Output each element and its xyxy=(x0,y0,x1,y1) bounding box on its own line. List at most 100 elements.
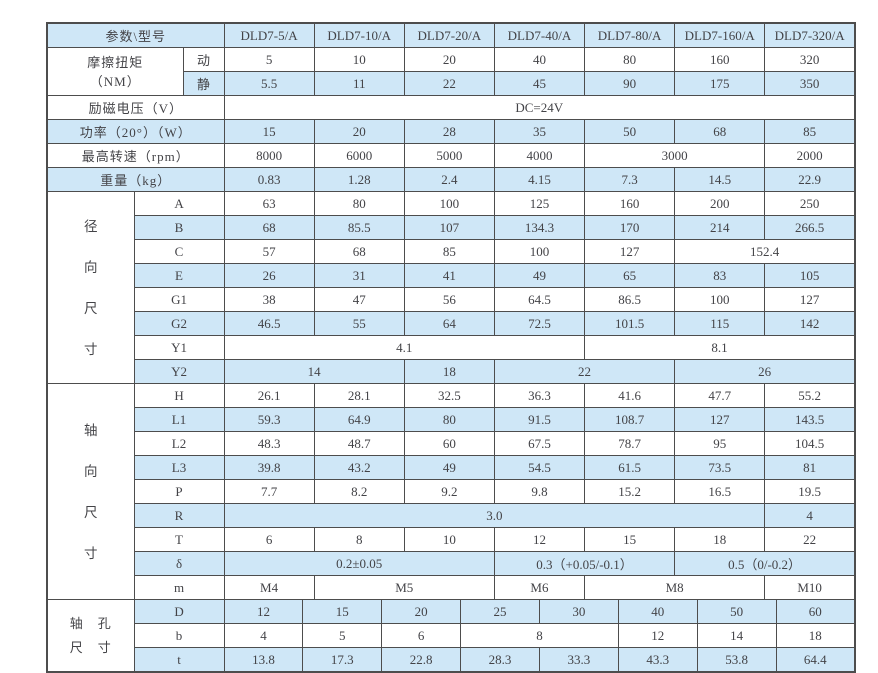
cell-value: 15.2 xyxy=(584,479,676,504)
cell-value: 28 xyxy=(403,119,495,144)
row-key: R xyxy=(133,503,225,528)
cell-value: 35 xyxy=(493,119,586,144)
section-label: 径 向 尺 寸 xyxy=(46,191,135,384)
param-label: 功率（20°）（W） xyxy=(46,119,225,144)
row-key: G2 xyxy=(133,311,225,336)
cell-value: 20 xyxy=(381,599,462,624)
cell-value: 43.2 xyxy=(313,455,405,480)
table-row: R 3.0 4 xyxy=(47,503,856,528)
table-row: L1 59.3 64.9 80 91.5 108.7 127 143.5 xyxy=(47,407,856,432)
table-row: 参数\型号 DLD7-5/A DLD7-10/A DLD7-20/A DLD7-40/A… xyxy=(46,22,856,48)
cell-value: 36.3 xyxy=(493,383,586,408)
cell-value: 6000 xyxy=(313,143,405,168)
cell-value: 6 xyxy=(381,623,462,648)
cell-value: 142 xyxy=(764,311,856,336)
cell-value: 30 xyxy=(538,599,619,624)
cell-value: 22 xyxy=(493,359,676,384)
row-key: L2 xyxy=(133,431,225,456)
cell-value: 86.5 xyxy=(584,287,676,312)
cell-value: 50 xyxy=(696,599,777,624)
cell-value: 78.7 xyxy=(584,431,676,456)
row-key: b xyxy=(133,623,225,648)
table-row: L2 48.3 48.7 60 67.5 78.7 95 104.5 xyxy=(47,431,856,456)
cell-value: 20 xyxy=(313,119,405,144)
row-key: H xyxy=(133,383,225,408)
row-key: L1 xyxy=(133,407,225,432)
cell-value: 9.2 xyxy=(403,479,495,504)
cell-value: 125 xyxy=(493,191,586,216)
cell-value: 26 xyxy=(223,263,315,288)
table-row: P 7.7 8.2 9.2 9.8 15.2 16.5 19.5 xyxy=(47,479,856,504)
cell-value: 4.1 xyxy=(223,335,586,360)
cell-value: 10 xyxy=(403,527,495,552)
model-header: DLD7-320/A xyxy=(764,22,856,48)
cell-value: 214 xyxy=(674,215,766,240)
cell-value: 105 xyxy=(764,263,856,288)
corner-label: 参数\型号 xyxy=(46,22,225,48)
cell-value: 22.9 xyxy=(764,167,856,192)
cell-value: 59.3 xyxy=(223,407,315,432)
cell-value: 8 xyxy=(313,527,405,552)
cell-value: 26.1 xyxy=(223,383,315,408)
cell-value: M4 xyxy=(223,575,315,600)
cell-value: 14.5 xyxy=(674,167,766,192)
cell-value: 107 xyxy=(403,215,495,240)
cell-value: 15 xyxy=(584,527,676,552)
table-row: 最高转速（rpm） 8000 6000 5000 4000 3000 2000 xyxy=(46,143,856,168)
param-label: 摩擦扭矩 （NM） xyxy=(46,47,184,96)
cell-value: 12 xyxy=(223,599,304,624)
cell-value: 49 xyxy=(493,263,586,288)
cell-value: 104.5 xyxy=(764,431,856,456)
cell-value: 160 xyxy=(674,47,766,72)
cell-value: 266.5 xyxy=(764,215,856,240)
row-key: 动 xyxy=(182,47,225,72)
model-header: DLD7-5/A xyxy=(223,22,315,48)
table-row: b 4 5 6 8 12 14 18 xyxy=(47,623,856,648)
spec-table-body: 参数\型号 DLD7-5/A DLD7-10/A DLD7-20/A DLD7-40/A… xyxy=(46,22,856,673)
cell-value: 38 xyxy=(223,287,315,312)
cell-value: 12 xyxy=(493,527,586,552)
cell-value: M5 xyxy=(313,575,495,600)
table-row: m M4 M5 M6 M8 M10 xyxy=(47,575,856,600)
cell-value: 41 xyxy=(403,263,495,288)
cell-value: 0.3（+0.05/-0.1） xyxy=(493,551,676,576)
row-key: A xyxy=(133,191,225,216)
cell-value: 64 xyxy=(403,311,495,336)
table-row: 摩擦扭矩 （NM）动 5 10 20 40 80 160 320 xyxy=(46,47,856,96)
row-key: Y1 xyxy=(133,335,225,360)
cell-value: 85 xyxy=(403,239,495,264)
cell-value: 60 xyxy=(775,599,856,624)
cell-value: 31 xyxy=(313,263,405,288)
cell-value: 60 xyxy=(403,431,495,456)
cell-value: 40 xyxy=(617,599,698,624)
model-header: DLD7-40/A xyxy=(493,22,586,48)
cell-value: 250 xyxy=(764,191,856,216)
cell-value: 47.7 xyxy=(674,383,766,408)
cell-value: 11 xyxy=(313,71,405,96)
cell-value: 16.5 xyxy=(674,479,766,504)
cell-value: 47 xyxy=(313,287,405,312)
cell-value: M8 xyxy=(584,575,766,600)
table-row: 励磁电压（V） DC=24V xyxy=(46,95,856,120)
cell-value: 9.8 xyxy=(493,479,586,504)
section-label: 轴 向 尺 寸 xyxy=(46,383,135,600)
cell-value: 32.5 xyxy=(403,383,495,408)
cell-value: 68 xyxy=(674,119,766,144)
cell-value: 61.5 xyxy=(584,455,676,480)
row-key: 静 xyxy=(182,71,225,96)
table-row: 轴 向 尺 寸 H 26.1 28.1 32.5 36.3 41.6 47.7 55.2 xyxy=(46,383,856,600)
cell-value: 80 xyxy=(403,407,495,432)
cell-value: 108.7 xyxy=(584,407,676,432)
cell-value: 8.1 xyxy=(584,335,856,360)
cell-value: 4 xyxy=(764,503,856,528)
table-row: Y2 14 18 22 26 xyxy=(47,359,856,384)
cell-value: 28.1 xyxy=(313,383,405,408)
cell-value: 83 xyxy=(674,263,766,288)
cell-value: 8.2 xyxy=(313,479,405,504)
cell-value: 22 xyxy=(764,527,856,552)
cell-value: 12 xyxy=(617,623,698,648)
param-label: 励磁电压（V） xyxy=(46,95,225,120)
row-key: E xyxy=(133,263,225,288)
row-key: m xyxy=(133,575,225,600)
cell-value: 4.15 xyxy=(493,167,586,192)
